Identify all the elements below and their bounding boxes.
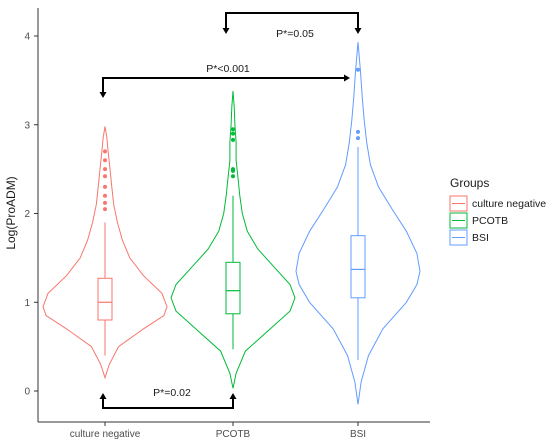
outlier-point	[103, 200, 107, 205]
violins	[42, 42, 421, 405]
outlier-point	[356, 129, 360, 134]
outlier-point	[231, 127, 235, 132]
outlier-point	[103, 184, 107, 189]
y-ticks: 0 1 2 3 4	[24, 32, 38, 398]
arrow-head	[344, 74, 350, 82]
y-axis-title: Log(ProADM)	[4, 176, 18, 249]
outlier-point	[231, 174, 235, 179]
legend-label: PCOTB	[472, 215, 508, 227]
legend-item: culture negative	[449, 195, 546, 212]
x-tick-label: culture negative	[70, 429, 141, 440]
iqr-box	[97, 277, 113, 321]
y-tick-label: 2	[24, 209, 30, 220]
arrow-head	[99, 92, 107, 98]
p-value-label: P*<0.001	[206, 63, 250, 75]
iqr-box	[225, 261, 241, 315]
legend-title: Groups	[450, 176, 489, 190]
y-tick-label: 4	[24, 32, 30, 43]
legend-items: culture negative PCOTB BSI	[449, 195, 546, 246]
outlier-point	[103, 167, 107, 172]
violin-outline	[42, 126, 168, 380]
outlier-point	[356, 136, 360, 141]
violin-outline	[295, 42, 421, 405]
outlier-point	[231, 167, 235, 172]
outlier-point	[231, 137, 235, 142]
outlier-point	[103, 158, 107, 163]
outlier-point	[103, 149, 107, 154]
violin-group-2	[295, 42, 421, 405]
y-tick-label: 3	[24, 120, 30, 131]
x-tick-label: PCOTB	[216, 429, 251, 440]
significance-brackets: P*=0.05 P*<0.001 P*=0.02	[99, 12, 362, 409]
arrow-head	[229, 393, 237, 399]
x-ticks: culture negative PCOTB BSI	[70, 422, 366, 440]
bracket-line	[225, 12, 359, 30]
iqr-box	[350, 235, 366, 299]
outlier-point	[356, 67, 360, 72]
y-tick-label: 0	[24, 387, 30, 398]
y-tick-label: 1	[24, 298, 30, 309]
arrow-head	[99, 393, 107, 399]
violin-group-1	[170, 90, 296, 389]
p-value-label: P*=0.02	[153, 387, 191, 399]
outlier-point	[231, 131, 235, 136]
legend-label: culture negative	[472, 198, 546, 210]
bracket-line	[102, 398, 234, 409]
outlier-point	[103, 193, 107, 198]
p-value-label: P*=0.05	[276, 28, 314, 40]
arrow-head	[222, 28, 230, 34]
x-tick-label: BSI	[350, 429, 366, 440]
violin-group-0	[42, 126, 168, 380]
bracket-pcotb-bsi: P*=0.05	[222, 12, 362, 40]
bracket-line	[102, 77, 345, 92]
legend-item: PCOTB	[449, 212, 508, 229]
legend-item: BSI	[449, 229, 489, 246]
outlier-point	[103, 207, 107, 212]
legend: Groups culture negative PCOTB BSI	[449, 176, 546, 246]
bracket-cn-pcotb: P*=0.02	[99, 387, 237, 409]
bracket-cn-bsi: P*<0.001	[99, 63, 350, 98]
arrow-head	[354, 28, 362, 34]
violin-outline	[170, 90, 296, 389]
legend-label: BSI	[472, 232, 489, 244]
outlier-point	[103, 174, 107, 179]
